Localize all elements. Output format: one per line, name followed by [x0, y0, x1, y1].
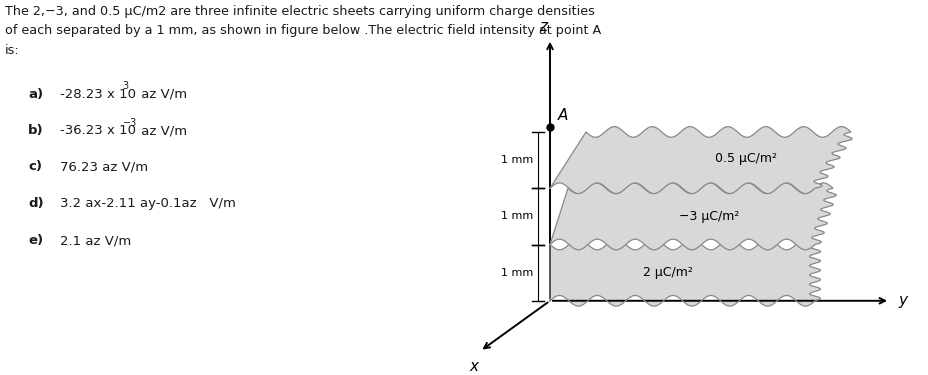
Text: A: A [558, 108, 568, 123]
Text: 76.23 az V/m: 76.23 az V/m [60, 160, 148, 173]
Text: a): a) [28, 88, 43, 100]
Text: b): b) [28, 124, 44, 138]
Text: −3: −3 [122, 118, 136, 128]
Text: 2 μC/m²: 2 μC/m² [642, 266, 692, 279]
Text: The 2,−3, and 0.5 μC/m2 are three infinite electric sheets carrying uniform char: The 2,−3, and 0.5 μC/m2 are three infini… [5, 5, 594, 18]
Text: 3.2 ax-2.11 ay-0.1az   V/m: 3.2 ax-2.11 ay-0.1az V/m [60, 197, 236, 210]
Text: 0.5 μC/m²: 0.5 μC/m² [714, 152, 776, 165]
Text: e): e) [28, 234, 43, 247]
Polygon shape [549, 183, 835, 250]
Text: -28.23 x 10: -28.23 x 10 [60, 88, 135, 100]
Text: 1 mm: 1 mm [500, 155, 533, 165]
Text: 2.1 az V/m: 2.1 az V/m [60, 234, 131, 247]
Text: -36.23 x 10: -36.23 x 10 [60, 124, 135, 138]
Text: d): d) [28, 197, 44, 210]
Text: 1 mm: 1 mm [500, 268, 533, 278]
Text: az V/m: az V/m [136, 124, 187, 138]
Polygon shape [549, 127, 851, 194]
Text: of each separated by a 1 mm, as shown in figure below .The electric field intens: of each separated by a 1 mm, as shown in… [5, 24, 600, 37]
Text: c): c) [28, 160, 42, 173]
Text: is:: is: [5, 44, 19, 57]
Polygon shape [549, 239, 819, 306]
Text: y: y [897, 293, 906, 308]
Text: 3: 3 [122, 81, 129, 91]
Text: 1 mm: 1 mm [500, 211, 533, 221]
Text: az V/m: az V/m [136, 88, 187, 100]
Text: x: x [469, 359, 478, 374]
Text: z: z [538, 19, 547, 34]
Text: −3 μC/m²: −3 μC/m² [678, 210, 739, 223]
